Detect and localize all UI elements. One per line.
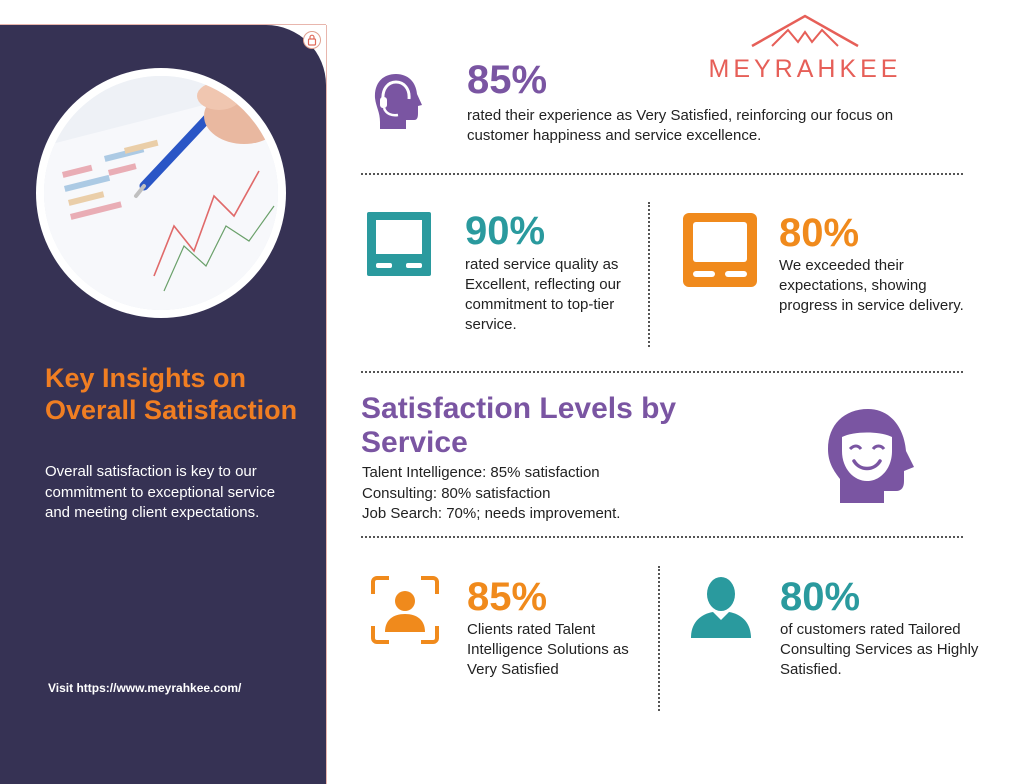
stat-consulting-text: of customers rated Tailored Consulting S… [780, 621, 979, 678]
meyrahkee-logo: MEYRAHKEE [672, 12, 938, 84]
divider-3 [361, 536, 963, 538]
lock-icon[interactable] [303, 31, 321, 49]
sidebar-photo [36, 68, 286, 318]
sidebar-description: Overall satisfaction is key to our commi… [45, 463, 276, 521]
satisfaction-item: Consulting: 80% satisfaction [362, 484, 551, 502]
satisfaction-item: Talent Intelligence: 85% satisfaction [362, 464, 600, 481]
divider-vertical-1 [648, 202, 650, 347]
stat-consulting-value: 80% [780, 575, 861, 619]
stat-talent-intelligence-text: Clients rated Talent Intelligence Soluti… [467, 621, 629, 678]
website-link[interactable]: Visit https://www.meyrahkee.com/ [48, 681, 242, 695]
divider-2 [361, 371, 963, 373]
user-focus-icon [371, 576, 439, 649]
sidebar-title: Key Insights on Overall Satisfaction [45, 363, 298, 425]
happy-head-icon [826, 407, 920, 510]
headset-icon [372, 72, 424, 135]
stat-expectations-text: We exceeded their expectations, showing … [779, 257, 964, 314]
logo-text: MEYRAHKEE [708, 55, 902, 83]
satisfaction-levels-list: Talent Intelligence: 85% satisfaction Co… [362, 463, 620, 525]
tablet-icon [366, 211, 432, 282]
stat-service-quality-value: 90% [465, 209, 546, 253]
satisfaction-levels-title: Satisfaction Levels by Service [361, 392, 677, 459]
stat-expectations-value: 80% [779, 211, 860, 255]
stat-service-quality-text: rated service quality as Excellent, refl… [465, 256, 621, 333]
screen-icon [681, 211, 759, 294]
stat-very-satisfied-text: rated their experience as Very Satisfied… [467, 107, 894, 144]
stat-talent-intelligence-value: 85% [467, 575, 548, 619]
user-icon [691, 576, 751, 643]
divider-1 [361, 173, 963, 175]
satisfaction-item: Job Search: 70%; needs improvement. [362, 505, 621, 522]
sidebar-top-border [0, 24, 326, 25]
stat-very-satisfied-value: 85% [467, 58, 548, 102]
divider-vertical-2 [658, 566, 660, 711]
sidebar-border [326, 25, 327, 784]
chart-photo-image [44, 76, 278, 310]
